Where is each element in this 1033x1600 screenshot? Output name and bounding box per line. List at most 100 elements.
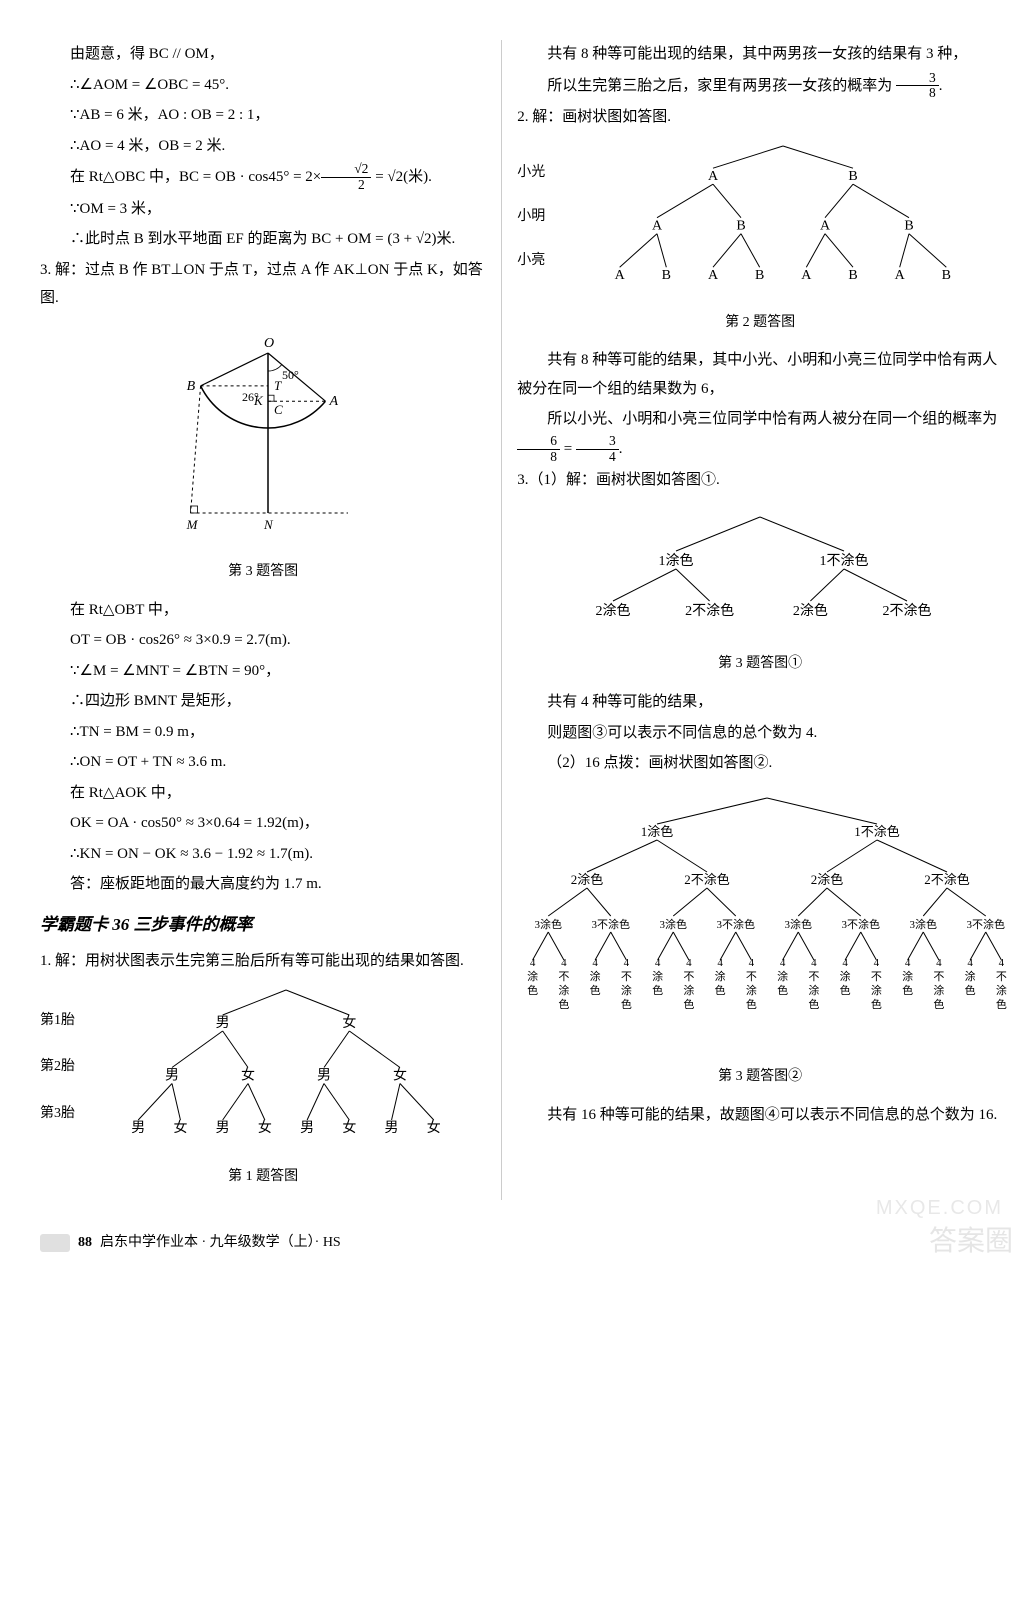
svg-text:色: 色 <box>715 983 726 997</box>
svg-text:涂: 涂 <box>621 983 632 997</box>
svg-text:女: 女 <box>241 1066 255 1083</box>
svg-text:男: 男 <box>216 1016 230 1031</box>
svg-text:涂: 涂 <box>559 983 570 997</box>
text: ∴ON = OT + TN ≈ 3.6 m. <box>40 748 486 777</box>
svg-text:不: 不 <box>934 971 945 983</box>
svg-text:M: M <box>186 517 199 532</box>
svg-text:色: 色 <box>621 997 632 1011</box>
svg-text:3涂色: 3涂色 <box>910 917 938 931</box>
text: （2）16 点拨：画树状图如答图②. <box>517 749 1003 778</box>
footer-title: 启东中学作业本 · 九年级数学（上）· HS <box>100 1230 341 1257</box>
svg-text:4: 4 <box>936 957 942 969</box>
svg-text:2不涂色: 2不涂色 <box>685 602 734 619</box>
svg-text:涂: 涂 <box>777 969 788 983</box>
svg-text:色: 色 <box>871 997 882 1011</box>
tree-row-label: 第1胎 <box>40 1008 96 1035</box>
text: 答：座板距地面的最大高度约为 1.7 m. <box>40 870 486 899</box>
svg-text:不: 不 <box>809 971 820 983</box>
svg-text:色: 色 <box>559 997 570 1011</box>
svg-text:B: B <box>849 268 858 283</box>
svg-text:色: 色 <box>965 983 976 997</box>
svg-text:A: A <box>802 268 813 283</box>
question-1-lead: 1. 解：用树状图表示生完第三胎后所有等可能出现的结果如答图. <box>40 947 486 976</box>
svg-text:涂: 涂 <box>684 983 695 997</box>
footer-logo-icon <box>40 1234 70 1252</box>
svg-text:4: 4 <box>968 957 974 969</box>
svg-text:涂: 涂 <box>715 969 726 983</box>
svg-text:男: 男 <box>165 1068 179 1083</box>
svg-text:3涂色: 3涂色 <box>535 917 563 931</box>
svg-text:4: 4 <box>593 957 599 969</box>
svg-text:1不涂色: 1不涂色 <box>820 552 869 569</box>
svg-text:色: 色 <box>746 997 757 1011</box>
svg-text:A: A <box>329 394 339 409</box>
svg-text:不: 不 <box>559 971 570 983</box>
svg-text:4: 4 <box>561 957 567 969</box>
svg-text:2涂色: 2涂色 <box>571 872 604 887</box>
text: 所以生完第三胎之后，家里有两男孩一女孩的概率为 38. <box>517 71 1003 102</box>
text: ∵OM = 3 米， <box>40 195 486 224</box>
svg-text:涂: 涂 <box>652 969 663 983</box>
svg-text:3不涂色: 3不涂色 <box>592 917 631 931</box>
svg-text:2涂色: 2涂色 <box>793 602 828 619</box>
tree-1-caption: 第 1 题答图 <box>40 1164 486 1191</box>
tree-3b-svg: 1涂色1不涂色2涂色2不涂色2涂色2不涂色3涂色3不涂色3涂色3不涂色3涂色3不… <box>517 788 1017 1048</box>
text: 共有 8 种等可能的结果，其中小光、小明和小亮三位同学中恰有两人被分在同一个组的… <box>517 346 1003 403</box>
svg-text:男: 男 <box>300 1121 314 1136</box>
svg-text:A: A <box>615 268 626 283</box>
tree-3b: 1涂色1不涂色2涂色2不涂色2涂色2不涂色3涂色3不涂色3涂色3不涂色3涂色3不… <box>517 788 1003 1091</box>
svg-text:不: 不 <box>684 971 695 983</box>
tree-row-label: 小亮 <box>517 248 573 275</box>
svg-text:涂: 涂 <box>902 969 913 983</box>
svg-text:4: 4 <box>780 957 786 969</box>
svg-text:色: 色 <box>590 983 601 997</box>
svg-text:A: A <box>708 268 719 283</box>
svg-text:A: A <box>708 169 719 184</box>
question-3-lead: 3. 解：过点 B 作 BT⊥ON 于点 T，过点 A 作 AK⊥ON 于点 K… <box>40 256 486 313</box>
text: ∴KN = ON − OK ≈ 3.6 − 1.92 ≈ 1.7(m). <box>40 840 486 869</box>
svg-text:不: 不 <box>621 971 632 983</box>
question-3-1-lead: 3.（1）解：画树状图如答图①. <box>517 466 1003 495</box>
svg-text:色: 色 <box>527 983 538 997</box>
text: 所以小光、小明和小亮三位同学中恰有两人被分在同一个组的概率为 68 = 34. <box>517 405 1003 464</box>
page-number: 88 <box>78 1230 92 1257</box>
svg-text:4: 4 <box>655 957 661 969</box>
svg-text:2涂色: 2涂色 <box>596 602 631 619</box>
text: ∵AB = 6 米，AO : OB = 2 : 1， <box>40 101 486 130</box>
left-column: 由题意，得 BC // OM， ∴∠AOM = ∠OBC = 45°. ∵AB … <box>40 40 502 1200</box>
svg-text:女: 女 <box>342 1014 356 1031</box>
svg-text:不: 不 <box>996 971 1007 983</box>
svg-text:4: 4 <box>999 957 1005 969</box>
page-footer: 88 启东中学作业本 · 九年级数学（上）· HS <box>40 1230 1003 1257</box>
svg-text:A: A <box>820 218 831 233</box>
text: 则题图③可以表示不同信息的总个数为 4. <box>517 719 1003 748</box>
text: 共有 8 种等可能出现的结果，其中两男孩一女孩的结果有 3 种， <box>517 40 1003 69</box>
right-column: 共有 8 种等可能出现的结果，其中两男孩一女孩的结果有 3 种， 所以生完第三胎… <box>502 40 1003 1200</box>
svg-text:2不涂色: 2不涂色 <box>883 602 932 619</box>
tree-3b-caption: 第 3 题答图② <box>517 1064 1003 1091</box>
svg-text:3不涂色: 3不涂色 <box>842 917 881 931</box>
svg-text:不: 不 <box>746 971 757 983</box>
svg-text:男: 男 <box>385 1121 399 1136</box>
text: OT = OB · cos26° ≈ 3×0.9 = 2.7(m). <box>40 626 486 655</box>
svg-text:涂: 涂 <box>965 969 976 983</box>
svg-text:4: 4 <box>686 957 692 969</box>
svg-text:B: B <box>905 218 914 233</box>
svg-text:涂: 涂 <box>871 983 882 997</box>
svg-text:涂: 涂 <box>590 969 601 983</box>
svg-text:女: 女 <box>427 1119 441 1136</box>
svg-text:涂: 涂 <box>746 983 757 997</box>
svg-text:涂: 涂 <box>527 969 538 983</box>
svg-text:3涂色: 3涂色 <box>660 917 688 931</box>
svg-text:涂: 涂 <box>996 983 1007 997</box>
svg-text:B: B <box>187 379 196 394</box>
topic-header: 学霸题卡 36 三步事件的概率 <box>40 909 486 941</box>
svg-text:3不涂色: 3不涂色 <box>967 917 1006 931</box>
svg-text:4: 4 <box>624 957 630 969</box>
svg-text:4: 4 <box>874 957 880 969</box>
svg-text:2不涂色: 2不涂色 <box>924 872 970 887</box>
figure-3-svg: 50°26°OABKTCMN <box>148 323 378 543</box>
svg-text:B: B <box>942 268 951 283</box>
svg-text:色: 色 <box>652 983 663 997</box>
svg-text:不: 不 <box>871 971 882 983</box>
